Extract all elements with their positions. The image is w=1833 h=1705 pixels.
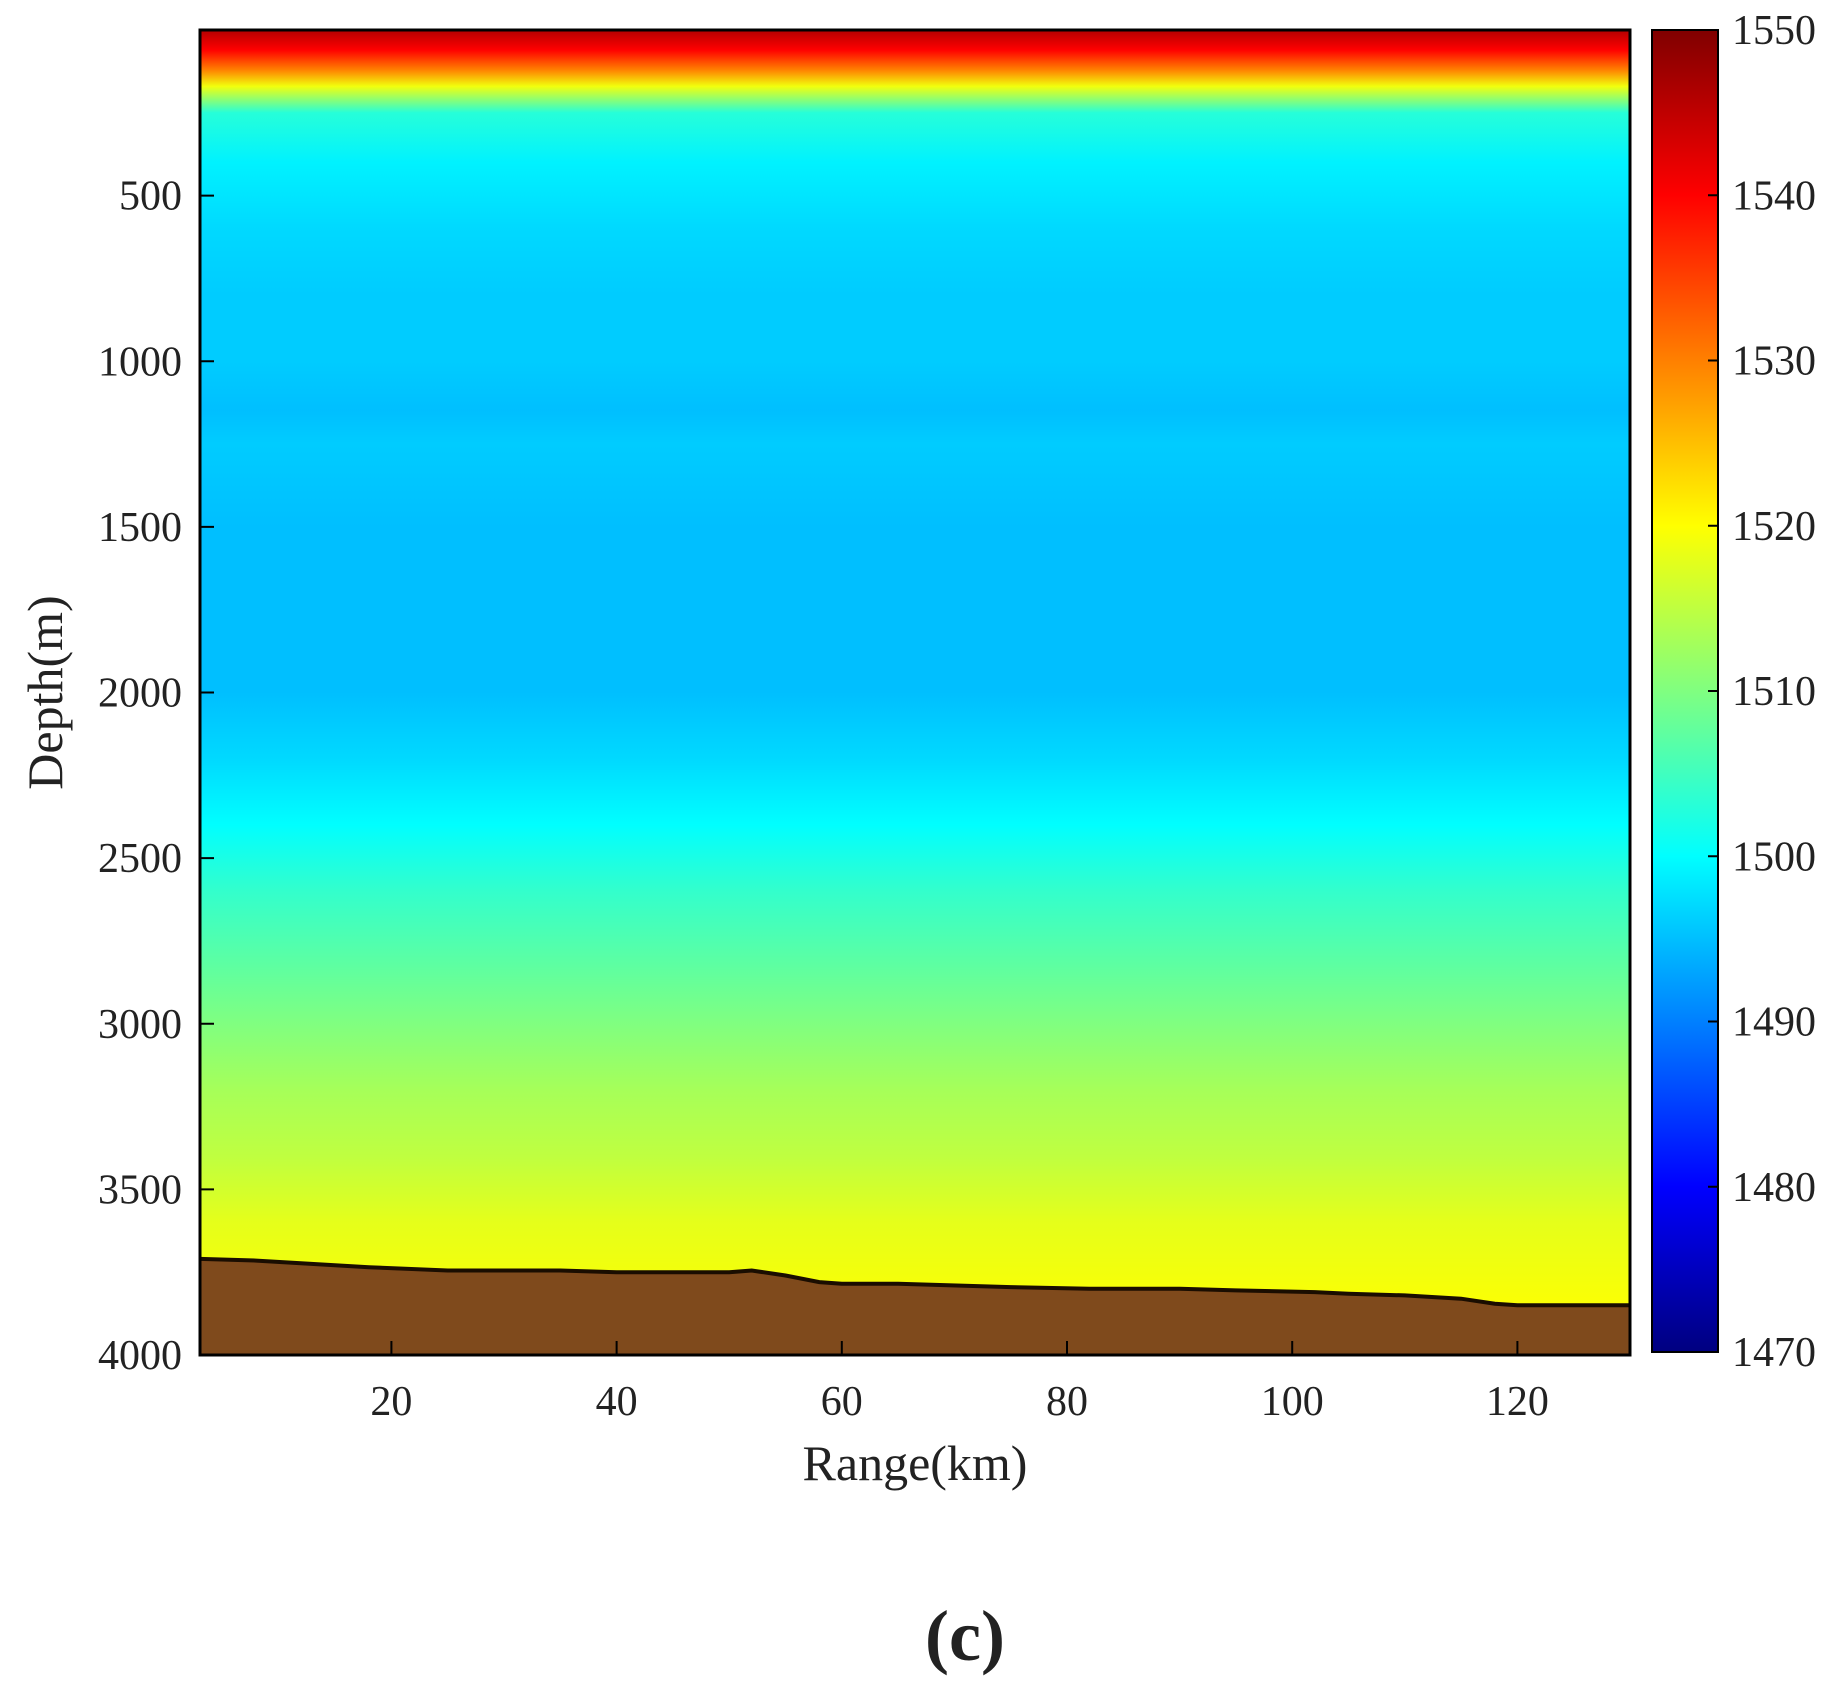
y-tick-label: 4000 (98, 1333, 182, 1379)
colorbar-tick-label: 1550 (1732, 8, 1816, 54)
y-tick-label: 3500 (98, 1167, 182, 1213)
x-tick-label: 60 (821, 1379, 863, 1425)
axis-labels: Range(km) Depth(m) (c) (17, 595, 1027, 1676)
y-tick-label: 1000 (98, 339, 182, 385)
colorbar-tick-label: 1530 (1732, 339, 1816, 385)
seabed (200, 1258, 1630, 1355)
x-tick-label: 40 (596, 1379, 638, 1425)
colorbar-tick-label: 1470 (1732, 1330, 1816, 1376)
x-tick-label: 120 (1486, 1379, 1549, 1425)
y-tick-label: 1500 (98, 505, 182, 551)
y-tick-label: 500 (119, 174, 182, 220)
y-axis-label: Depth(m) (17, 595, 73, 789)
colorbar-tick-label: 1520 (1732, 504, 1816, 550)
colorbar-tick-label: 1510 (1732, 669, 1816, 715)
colorbar-tick-label: 1500 (1732, 834, 1816, 880)
x-tick-label: 20 (370, 1379, 412, 1425)
colorbar-tick-label: 1490 (1732, 1000, 1816, 1046)
x-tick-label: 100 (1261, 1379, 1324, 1425)
x-axis-label: Range(km) (803, 1435, 1028, 1491)
colorbar-tick-label: 1540 (1732, 173, 1816, 219)
y-tick-label: 3000 (98, 1002, 182, 1048)
y-tick-label: 2000 (98, 671, 182, 717)
seabed-boundary (199, 1256, 1630, 1308)
panel-label: (c) (925, 1596, 1005, 1676)
plot-area: 20 40 60 80 100 120 500 1000 1500 2000 2500 3000 350… (98, 28, 1632, 1425)
colorbar-scale (1651, 29, 1719, 1353)
colorbar: 1470 1480 1490 1500 1510 1520 1530 1540 1550 (1651, 8, 1816, 1376)
y-tick-label: 2500 (98, 836, 182, 882)
sound-speed-field (200, 30, 1630, 1355)
colorbar-tick-label: 1480 (1732, 1165, 1816, 1211)
x-tick-label: 80 (1046, 1379, 1088, 1425)
